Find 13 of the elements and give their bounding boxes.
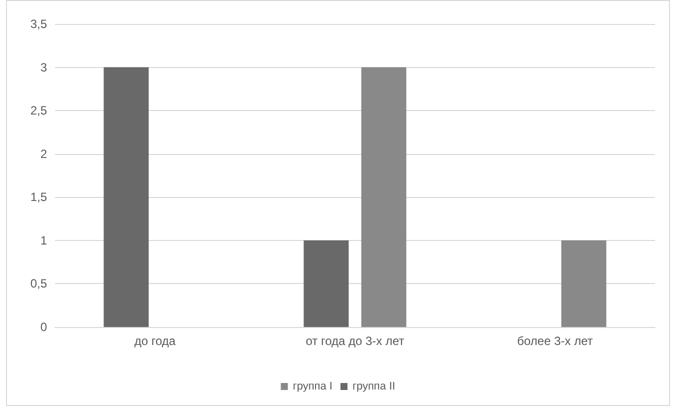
y-tick-label: 1,5 (30, 190, 48, 204)
y-tick-label: 3,5 (30, 17, 48, 31)
y-tick-label: 0 (40, 320, 48, 334)
y-tick-label: 3 (40, 60, 48, 74)
y-tick-label: 2 (40, 146, 48, 161)
x-tick-label: от года до 3-х лет (306, 334, 405, 348)
x-tick-label: до года (134, 334, 176, 348)
y-tick-label: 0,5 (30, 276, 48, 291)
y-tick-label: 2,5 (30, 104, 48, 118)
legend-label: группа I (292, 380, 332, 392)
legend-label: группа II (352, 380, 396, 392)
x-tick-label: более 3-х лет (517, 334, 594, 348)
y-tick-label: 1 (40, 233, 48, 248)
